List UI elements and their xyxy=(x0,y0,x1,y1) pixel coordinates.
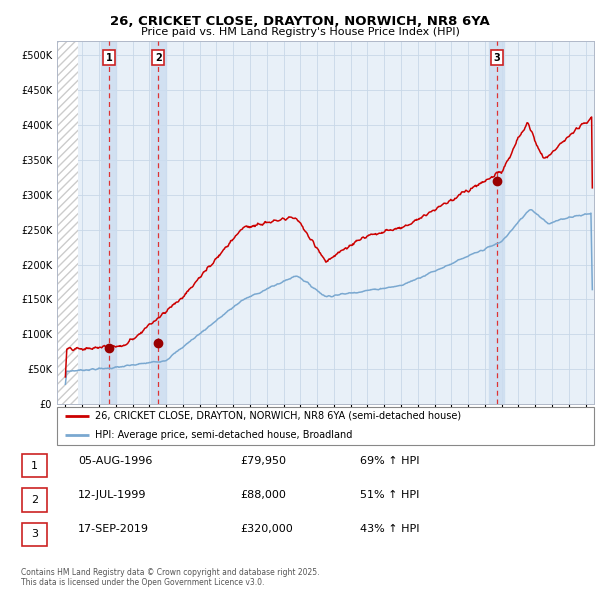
Text: £88,000: £88,000 xyxy=(240,490,286,500)
Text: HPI: Average price, semi-detached house, Broadland: HPI: Average price, semi-detached house,… xyxy=(95,430,352,440)
Text: 1: 1 xyxy=(31,461,38,471)
Text: 17-SEP-2019: 17-SEP-2019 xyxy=(78,525,149,535)
Text: 3: 3 xyxy=(31,529,38,539)
FancyBboxPatch shape xyxy=(22,454,47,477)
Bar xyxy=(489,41,505,404)
FancyBboxPatch shape xyxy=(57,407,594,445)
FancyBboxPatch shape xyxy=(22,489,47,512)
Text: 43% ↑ HPI: 43% ↑ HPI xyxy=(360,525,419,535)
FancyBboxPatch shape xyxy=(22,523,47,546)
Text: £79,950: £79,950 xyxy=(240,456,286,466)
Text: 51% ↑ HPI: 51% ↑ HPI xyxy=(360,490,419,500)
Text: 12-JUL-1999: 12-JUL-1999 xyxy=(78,490,146,500)
Text: Contains HM Land Registry data © Crown copyright and database right 2025.
This d: Contains HM Land Registry data © Crown c… xyxy=(21,568,320,587)
Text: 3: 3 xyxy=(493,53,500,63)
Text: 69% ↑ HPI: 69% ↑ HPI xyxy=(360,456,419,466)
Text: 05-AUG-1996: 05-AUG-1996 xyxy=(78,456,152,466)
Text: 2: 2 xyxy=(155,53,161,63)
Text: £320,000: £320,000 xyxy=(240,525,293,535)
Text: Price paid vs. HM Land Registry's House Price Index (HPI): Price paid vs. HM Land Registry's House … xyxy=(140,27,460,37)
Bar xyxy=(101,41,116,404)
Text: 26, CRICKET CLOSE, DRAYTON, NORWICH, NR8 6YA (semi-detached house): 26, CRICKET CLOSE, DRAYTON, NORWICH, NR8… xyxy=(95,411,461,421)
Text: 1: 1 xyxy=(106,53,112,63)
Text: 26, CRICKET CLOSE, DRAYTON, NORWICH, NR8 6YA: 26, CRICKET CLOSE, DRAYTON, NORWICH, NR8… xyxy=(110,15,490,28)
Bar xyxy=(151,41,166,404)
Text: 2: 2 xyxy=(31,495,38,505)
